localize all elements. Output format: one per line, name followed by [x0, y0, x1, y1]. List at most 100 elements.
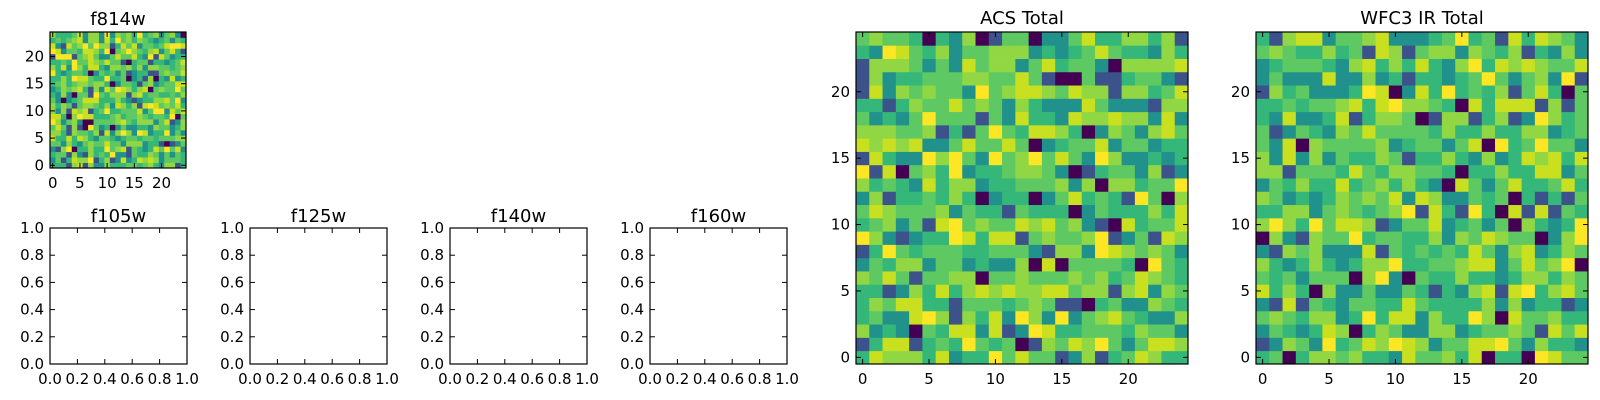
heatmap-cell: [869, 32, 883, 46]
heatmap-cell: [1455, 85, 1469, 99]
heatmap-cell: [1362, 337, 1376, 352]
heatmap-cell: [895, 138, 910, 152]
heatmap-cell: [1015, 217, 1030, 232]
heatmap-cell: [869, 204, 883, 219]
heatmap-cell: [1468, 217, 1483, 232]
heatmap-cell: [869, 124, 883, 139]
heatmap-cell: [1468, 257, 1483, 272]
y-tick-label: 15: [1231, 149, 1250, 167]
heatmap-cell: [1002, 271, 1016, 285]
heatmap-cell: [1002, 45, 1016, 59]
heatmap-cell: [158, 80, 165, 87]
heatmap-cell: [153, 70, 160, 76]
heatmap-cell: [1028, 204, 1043, 219]
heatmap-cell: [1375, 257, 1390, 272]
heatmap-cell: [975, 271, 990, 285]
heatmap-cell: [1495, 271, 1509, 285]
heatmap-cell: [126, 129, 132, 136]
heatmap-cell: [975, 58, 990, 73]
heatmap-cell: [1068, 178, 1083, 192]
x-tick-label: 0.8: [148, 370, 172, 388]
heatmap-cell: [1134, 244, 1149, 259]
heatmap-cell: [1108, 58, 1122, 73]
heatmap-cell: [1095, 231, 1109, 245]
heatmap-cell: [1295, 310, 1310, 325]
heatmap-cell: [126, 157, 132, 163]
heatmap-cell: [98, 157, 105, 163]
heatmap-cell: [1095, 164, 1109, 179]
heatmap-cell: [1561, 85, 1576, 99]
heatmap-cell: [1521, 58, 1536, 73]
heatmap-cell: [1548, 32, 1562, 46]
heatmap-cell: [895, 58, 910, 73]
heatmap-cell: [1309, 191, 1323, 206]
heatmap-cell: [88, 140, 94, 147]
heatmap-cell: [1322, 164, 1337, 179]
heatmap-cell: [1322, 231, 1337, 245]
heatmap-cell: [158, 129, 165, 136]
heatmap-cell: [1481, 151, 1496, 166]
heatmap-cell: [137, 42, 143, 49]
heatmap-cell: [1041, 32, 1056, 46]
heatmap-cell: [1174, 324, 1189, 338]
heatmap-cell: [895, 111, 910, 126]
heatmap-cell: [1362, 111, 1376, 126]
heatmap-cell: [988, 124, 1003, 139]
heatmap-cell: [77, 124, 84, 131]
heatmap-cell: [66, 108, 73, 114]
heatmap-cell: [856, 257, 870, 272]
heatmap-cell: [1269, 124, 1283, 139]
heatmap-cell: [120, 32, 127, 38]
heatmap-cell: [88, 42, 94, 49]
heatmap-cell: [1295, 124, 1310, 139]
heatmap-cell: [169, 119, 176, 125]
heatmap-cell: [71, 162, 78, 169]
heatmap-cell: [1002, 178, 1016, 192]
heatmap-cell: [988, 71, 1003, 86]
heatmap-cell: [1495, 324, 1509, 338]
heatmap-cell: [1508, 217, 1522, 232]
heatmap-cell: [66, 70, 73, 76]
heatmap-cell: [115, 97, 122, 104]
heatmap-cell: [869, 297, 883, 312]
heatmap-cell: [948, 111, 963, 126]
heatmap-cell: [1081, 297, 1096, 312]
heatmap-cell: [60, 108, 67, 114]
heatmap-cell: [98, 113, 105, 120]
heatmap-cell: [856, 284, 870, 298]
heatmap-cell: [1095, 297, 1109, 312]
heatmap-cell: [1428, 271, 1443, 285]
heatmap-cell: [1121, 98, 1136, 113]
heatmap-cell: [147, 151, 154, 158]
heatmap-cell: [1055, 32, 1069, 46]
heatmap-cell: [1388, 324, 1403, 338]
heatmap-cell: [82, 91, 89, 98]
heatmap-cell: [1335, 32, 1350, 46]
heatmap-cell: [1095, 217, 1109, 232]
heatmap-cell: [77, 64, 84, 71]
heatmap-cell: [935, 244, 950, 259]
heatmap-cell: [175, 140, 181, 147]
heatmap-cell: [1055, 297, 1069, 312]
heatmap-cell: [1548, 284, 1562, 298]
heatmap-cell: [55, 80, 62, 87]
heatmap-cell: [1081, 324, 1096, 338]
heatmap-cell: [1015, 244, 1030, 259]
heatmap-cell: [1108, 71, 1122, 86]
heatmap-cell: [60, 53, 67, 60]
heatmap-cell: [88, 146, 94, 153]
heatmap-cell: [1348, 231, 1363, 245]
heatmap-cell: [1269, 310, 1283, 325]
heatmap-cell: [88, 124, 94, 131]
heatmap-cell: [882, 284, 897, 298]
heatmap-cell: [895, 178, 910, 192]
heatmap-cell: [1095, 85, 1109, 99]
heatmap-cell: [1322, 284, 1337, 298]
heatmap-cell: [93, 70, 100, 76]
heatmap-cell: [71, 124, 78, 131]
heatmap-cell: [104, 146, 111, 153]
heatmap-cell: [98, 135, 105, 142]
heatmap-cell: [1428, 151, 1443, 166]
heatmap-cell: [948, 124, 963, 139]
heatmap-cell: [1282, 324, 1297, 338]
